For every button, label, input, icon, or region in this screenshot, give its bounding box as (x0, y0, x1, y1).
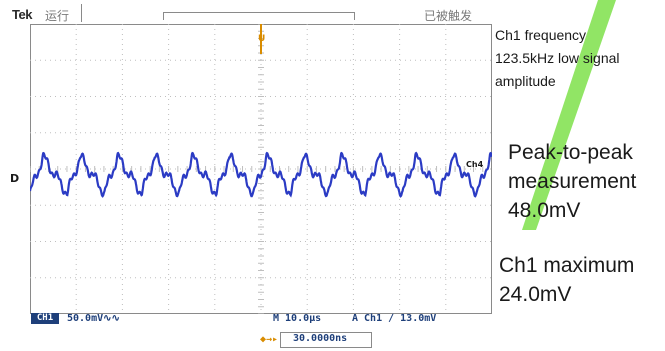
max-line-2: 24.0mV (499, 283, 572, 306)
scope-top-bar: Tek 运行 已被触发 (0, 0, 495, 26)
position-readout-frame: 30.0000ns (280, 332, 372, 348)
frequency-line-3: amplitude (495, 73, 556, 89)
frequency-line-2: 123.5kHz low signal (495, 50, 620, 66)
ch1-waveform (30, 151, 492, 198)
frequency-line-1: Ch1 frequency (495, 27, 587, 43)
p2p-line-3: 48.0mV (508, 199, 581, 222)
ground-reference-marker: D (10, 172, 20, 185)
run-state-label: 运行 (45, 9, 70, 23)
scope-screen (30, 24, 492, 314)
trigger-position-icon: ◆→▸ (260, 334, 279, 345)
p2p-line-2: measurement (508, 170, 637, 193)
position-readout: 30.0000ns (293, 333, 348, 344)
trigger-position-marker: U (258, 34, 266, 44)
brand-label: Tek (12, 7, 32, 22)
graticule-grid (30, 24, 492, 314)
run-state-frame (43, 4, 82, 22)
max-line-1: Ch1 maximum (499, 254, 635, 277)
timebase-readout: M 10.0μs (273, 313, 322, 324)
trigger-status-label: 已被触发 (424, 9, 473, 23)
ch1-scale-readout: 50.0mV∿∿ (67, 313, 120, 324)
trigger-readout: A Ch1 ∕ 13.0mV (352, 313, 437, 324)
channel-badge: CH1 (31, 313, 59, 324)
peak-to-peak-annotation: Peak-to-peak measurement 48.0mV (508, 138, 636, 225)
channel-marker: Ch4 (466, 160, 484, 169)
record-window-bracket (163, 12, 355, 20)
frequency-annotation: Ch1 frequency 123.5kHz low signal amplit… (495, 24, 665, 93)
p2p-line-1: Peak-to-peak (508, 141, 633, 164)
maximum-annotation: Ch1 maximum 24.0mV (499, 251, 634, 309)
